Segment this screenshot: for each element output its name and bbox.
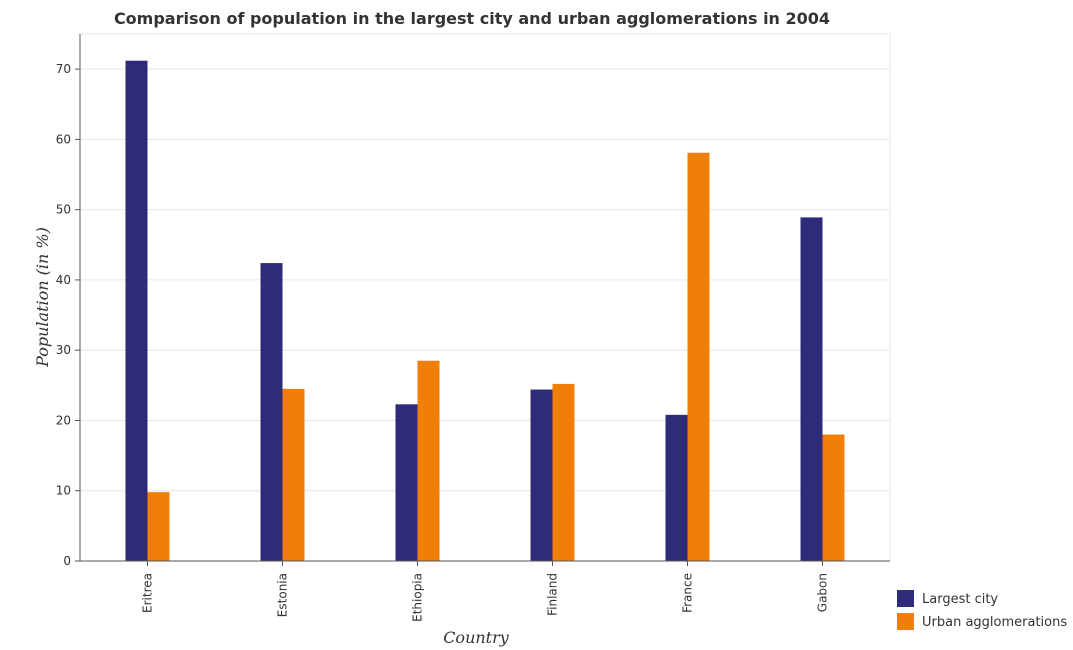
y-tick-label: 40	[56, 273, 71, 287]
bars	[125, 60, 845, 562]
y-tick-label: 30	[56, 343, 71, 357]
x-tick-label: France	[681, 573, 695, 613]
bar-urban-agglomerations	[282, 388, 305, 561]
bar-largest-city	[395, 404, 418, 561]
bar-largest-city	[260, 263, 283, 561]
x-tick-label: Ethiopia	[411, 573, 425, 622]
bar-largest-city	[800, 217, 823, 561]
legend-label: Urban agglomerations	[922, 615, 1067, 630]
bar-urban-agglomerations	[552, 383, 575, 561]
bar-largest-city	[665, 414, 688, 561]
legend: Largest city Urban agglomerations	[897, 590, 1067, 630]
y-tick-label: 50	[56, 203, 71, 217]
legend-swatch	[897, 590, 914, 607]
y-tick-label: 0	[63, 554, 71, 568]
legend-swatch	[897, 613, 914, 630]
x-axis-ticks: Eritrea Estonia Ethiopia Finland France Gabon	[141, 561, 830, 622]
plot-area	[79, 33, 891, 562]
y-tick-label: 20	[56, 413, 71, 427]
y-tick-label: 10	[56, 484, 71, 498]
y-axis-ticks: 0 10 20 30 40 50 60 70	[56, 62, 80, 568]
x-tick-label: Estonia	[276, 573, 290, 617]
x-tick-label: Eritrea	[141, 573, 155, 613]
gridlines	[80, 68, 890, 492]
legend-label: Largest city	[922, 592, 998, 607]
y-tick-label: 70	[56, 62, 71, 76]
x-axis-label: Country	[443, 628, 510, 647]
x-tick-label: Finland	[546, 573, 560, 616]
bar-largest-city	[530, 389, 553, 561]
bar-urban-agglomerations	[147, 492, 170, 561]
x-tick-label: Gabon	[816, 573, 830, 612]
bar-urban-agglomerations	[417, 360, 440, 561]
bar-urban-agglomerations	[822, 434, 845, 561]
bar-urban-agglomerations	[687, 152, 710, 561]
y-tick-label: 60	[56, 132, 71, 146]
y-axis-label: Population (in %)	[33, 227, 52, 368]
chart-title: Comparison of population in the largest …	[114, 9, 830, 28]
bar-largest-city	[125, 60, 148, 562]
